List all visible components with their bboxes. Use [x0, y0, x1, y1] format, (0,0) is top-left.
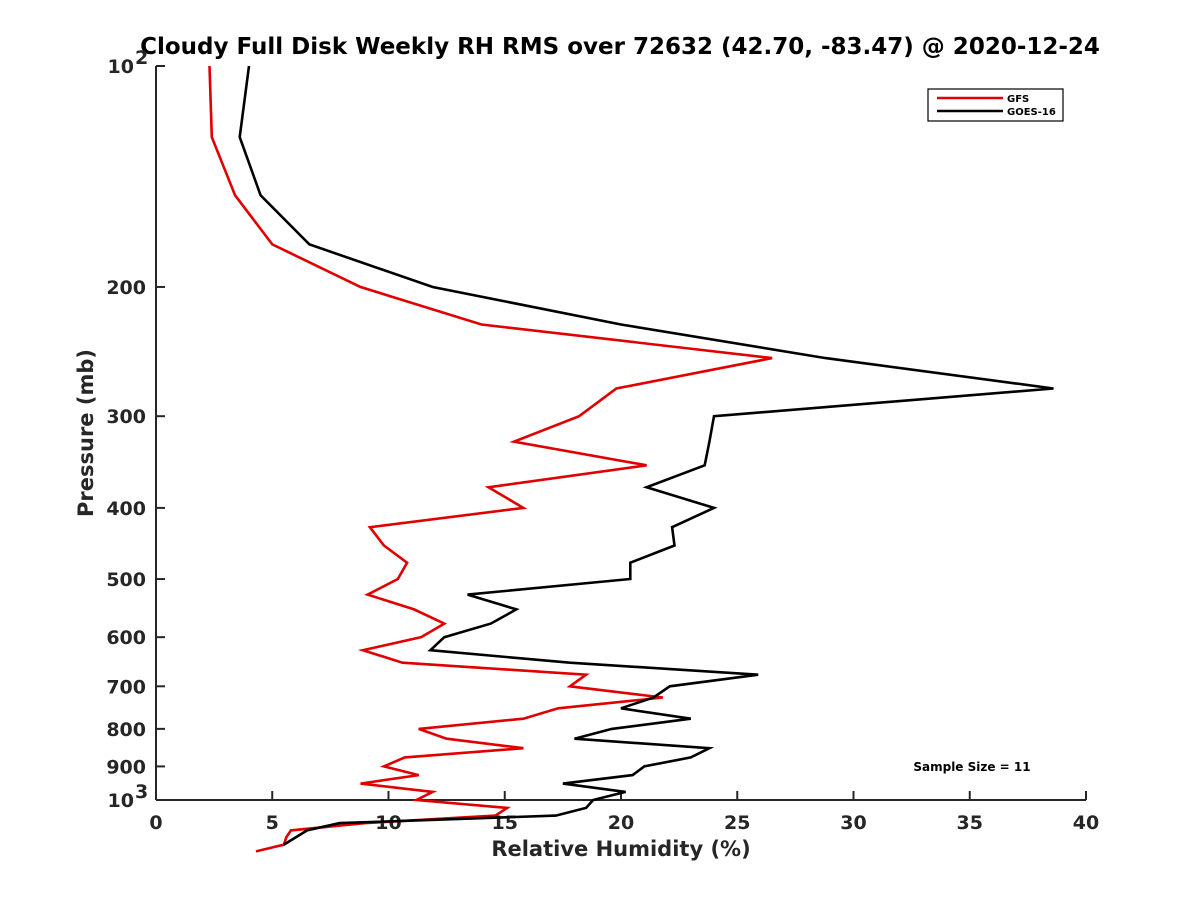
y-tick-label-base: 700 [106, 676, 146, 698]
legend-label-gfs: GFS [1007, 94, 1029, 105]
y-tick-exponent: 3 [135, 781, 148, 803]
x-axis-ticks: 0 5 10 15 20 25 30 35 40 [149, 791, 1099, 834]
legend: GFS GOES-16 [927, 88, 1064, 122]
x-tick-label: 40 [1073, 812, 1099, 834]
y-tick-label: 200 [106, 277, 146, 299]
x-tick-label: 0 [149, 812, 162, 834]
y-tick-label: 400 [106, 498, 146, 520]
plot-area: 0 5 10 15 20 25 30 35 40 10 220030040050060070080… [106, 47, 1099, 853]
y-tick-label-base: 200 [106, 277, 146, 299]
y-tick-label: 10 [108, 790, 134, 812]
y-tick-label: 700 [106, 676, 146, 698]
y-axis-label: Pressure (mb) [74, 349, 98, 517]
y-tick-label-base: 10 [108, 790, 134, 812]
y-tick-label: 800 [106, 719, 146, 741]
y-tick-label: 10 [108, 56, 134, 78]
chart-title: Cloudy Full Disk Weekly RH RMS over 7263… [140, 34, 1100, 60]
series-lines [208, 65, 1054, 853]
legend-label-goes16: GOES-16 [1007, 107, 1056, 118]
y-tick-label-base: 300 [106, 406, 146, 428]
x-axis-label: Relative Humidity (%) [491, 837, 750, 861]
x-tick-label: 5 [266, 812, 279, 834]
y-tick-label-base: 800 [106, 719, 146, 741]
sample-size-annotation: Sample Size = 11 [913, 760, 1030, 774]
y-tick-label: 900 [106, 756, 146, 778]
y-tick-label-base: 900 [106, 756, 146, 778]
y-tick-label-base: 400 [106, 498, 146, 520]
y-tick-label-base: 10 [108, 56, 134, 78]
x-tick-label: 25 [724, 812, 750, 834]
x-tick-label: 30 [840, 812, 866, 834]
y-tick-label: 300 [106, 406, 146, 428]
x-tick-label: 35 [957, 812, 983, 834]
legend-box [927, 88, 1064, 122]
series-line-gfs [208, 65, 773, 853]
y-tick-label-base: 500 [106, 569, 146, 591]
series-line-goes16 [238, 65, 1054, 846]
y-tick-label: 600 [106, 627, 146, 649]
y-tick-label: 500 [106, 569, 146, 591]
y-tick-exponent: 2 [135, 47, 148, 69]
x-tick-label: 20 [608, 812, 634, 834]
y-tick-label-base: 600 [106, 627, 146, 649]
